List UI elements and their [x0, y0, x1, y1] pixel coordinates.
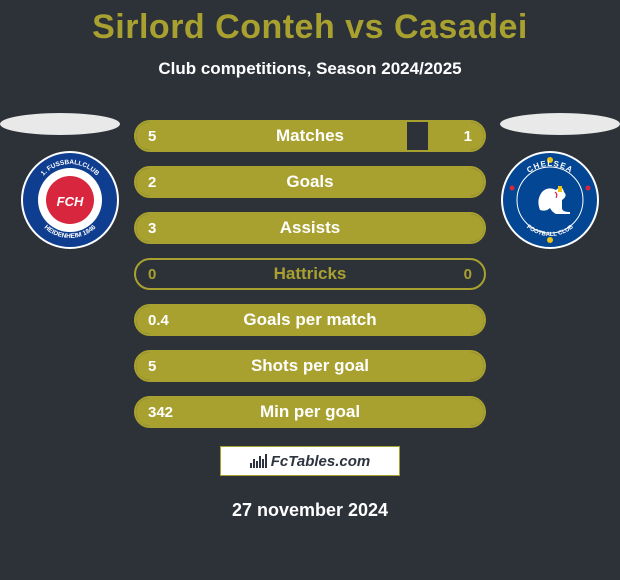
stat-label: Min per goal [136, 402, 484, 422]
stat-label: Goals [136, 172, 484, 192]
stat-row: Assists3 [134, 212, 486, 244]
page-root: Sirlord Conteh vs Casadei Club competiti… [0, 0, 620, 580]
stat-row: Goals2 0 [134, 166, 486, 198]
stat-row: Min per goal342 [134, 396, 486, 428]
stat-row: Matches5 1 [134, 120, 486, 152]
page-subtitle: Club competitions, Season 2024/2025 [158, 59, 461, 79]
bars-icon [250, 454, 267, 468]
heidenheim-badge-icon: FCH 1. FUSSBALLCLUB HEIDENHEIM 1846 [20, 150, 120, 250]
page-title: Sirlord Conteh vs Casadei [92, 8, 528, 47]
stat-value-left: 5 [148, 358, 156, 375]
stat-value-left: 2 [148, 174, 156, 191]
footer-date: 27 november 2024 [0, 500, 620, 521]
stat-value-right: 1 [464, 128, 472, 145]
stat-value-left: 5 [148, 128, 156, 145]
club-logo-right: CHELSEA FOOTBALL CLUB [500, 150, 600, 250]
footer-brand-logo: FcTables.com [220, 446, 400, 476]
stat-label: Hattricks [136, 264, 484, 284]
stat-label: Goals per match [136, 310, 484, 330]
stat-value-left: 3 [148, 220, 156, 237]
stat-row: Shots per goal5 [134, 350, 486, 382]
player-head-left [0, 113, 120, 135]
stat-row: Hattricks0 0 [134, 258, 486, 290]
stats-column: Matches51Goals20Assists3Hattricks00Goals… [134, 120, 486, 428]
stat-value-right: 0 [464, 266, 472, 283]
stat-row: Goals per match0.4 [134, 304, 486, 336]
stat-label: Shots per goal [136, 356, 484, 376]
footer-brand-text: FcTables.com [271, 453, 370, 470]
stat-label: Matches [136, 126, 484, 146]
stat-value-left: 0 [148, 266, 156, 283]
stat-value-left: 0.4 [148, 312, 169, 329]
stat-label: Assists [136, 218, 484, 238]
chelsea-badge-icon: CHELSEA FOOTBALL CLUB [500, 150, 600, 250]
stat-value-left: 342 [148, 404, 173, 421]
player-head-right [500, 113, 620, 135]
left-badge-text: FCH [57, 194, 84, 209]
stat-value-right: 0 [464, 174, 472, 191]
club-logo-left: FCH 1. FUSSBALLCLUB HEIDENHEIM 1846 [20, 150, 120, 250]
